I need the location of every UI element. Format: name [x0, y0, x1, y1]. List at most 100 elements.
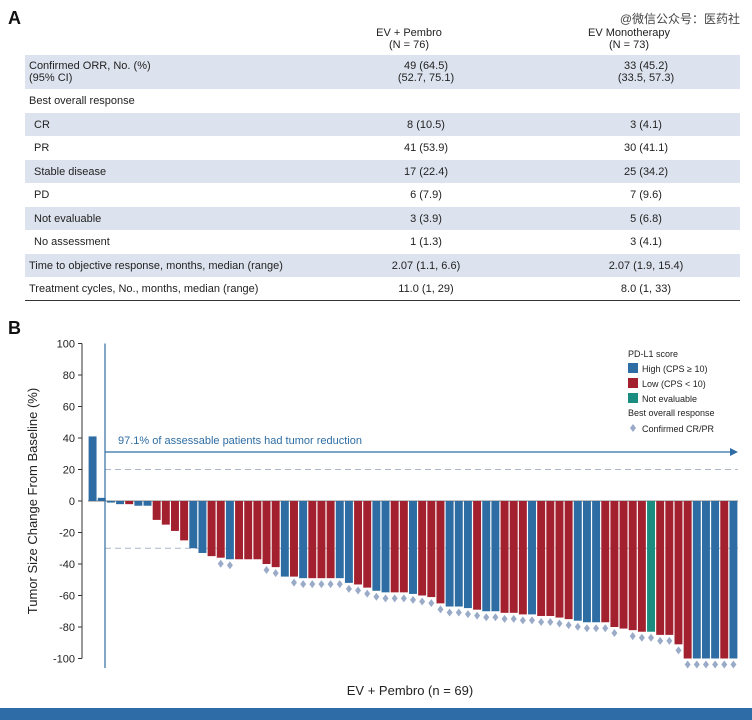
crpr-marker [373, 592, 380, 601]
crpr-marker [437, 605, 444, 614]
legend-swatch [628, 393, 638, 403]
row-label: Not evaluable [34, 212, 102, 225]
bar [235, 501, 244, 560]
crpr-marker [501, 614, 508, 623]
bar [335, 501, 344, 579]
bar [372, 501, 381, 591]
bar [170, 501, 179, 531]
table-row: PD 6 (7.9) 7 (9.6) [25, 183, 740, 207]
y-axis-title: Tumor Size Change From Baseline (%) [25, 388, 40, 614]
bar [628, 501, 637, 631]
bar [253, 501, 262, 560]
bar [116, 501, 125, 505]
crpr-marker [574, 622, 581, 631]
cell-ev-mono: 7 (9.6) [630, 189, 662, 201]
row-label: Treatment cycles, No., months, median (r… [29, 283, 259, 295]
crpr-marker [638, 633, 645, 642]
cell-ev-mono: 8.0 (1, 33) [620, 283, 672, 295]
bar [518, 501, 527, 615]
cell-ev-pembro: 49 (64.5) (52.7, 75.1) [341, 60, 511, 84]
crpr-marker [355, 586, 362, 595]
legend-title: PD-L1 score [628, 349, 678, 359]
crpr-marker [519, 616, 526, 625]
column-n: (N = 73) [608, 39, 650, 51]
crpr-marker [712, 660, 719, 669]
legend-label: Low (CPS < 10) [642, 379, 706, 389]
bar [344, 501, 353, 583]
crpr-marker [336, 580, 343, 589]
crpr-marker [446, 608, 453, 617]
crpr-marker [474, 611, 481, 620]
crpr-marker [428, 599, 435, 608]
legend-title-response: Best overall response [628, 408, 715, 418]
bar [656, 501, 665, 635]
crpr-marker [602, 624, 609, 633]
column-header-ev-mono: EV Monotherapy (N = 73) [544, 27, 714, 51]
bar [482, 501, 491, 612]
legend-swatch [628, 363, 638, 373]
response-table: Confirmed ORR, No. (%) (95% CI) 49 (64.5)(… [25, 55, 740, 301]
cell-ev-pembro: 1 (1.3) [410, 236, 442, 248]
crpr-marker [611, 629, 618, 637]
bar [500, 501, 509, 613]
y-tick-label: 20 [63, 465, 75, 477]
bar [436, 501, 445, 604]
bar [354, 501, 363, 585]
bar [409, 501, 417, 594]
table-row: Stable disease 17 (22.4) 25 (34.2) [25, 159, 740, 183]
cell-line: (52.7, 75.1) [397, 72, 455, 84]
bar [637, 501, 646, 632]
row-label: Best overall response [29, 95, 135, 107]
cell-ev-mono: 30 (41.1) [623, 142, 669, 154]
cell-ev-pembro: 6 (7.9) [410, 189, 442, 201]
crpr-marker [309, 580, 316, 589]
crpr-marker [648, 633, 655, 642]
bar [216, 501, 225, 558]
cell-ev-mono: 3 (4.1) [630, 118, 662, 131]
bar [463, 501, 472, 609]
bar [262, 501, 271, 564]
table-row: Not evaluable 3 (3.9) 5 (6.8) [25, 206, 740, 230]
crpr-marker [721, 660, 728, 669]
table-row: PR 41 (53.9) 30 (41.1) [25, 136, 740, 160]
row-label: PD [34, 189, 50, 201]
bar [729, 501, 738, 659]
bar [491, 501, 500, 612]
crpr-marker [263, 566, 270, 574]
crpr-marker [272, 569, 279, 578]
crpr-marker [629, 632, 636, 641]
crpr-marker [345, 584, 352, 593]
table-row: No assessment 1 (1.3) 3 (4.1) [25, 230, 740, 254]
y-tick-label: -100 [53, 654, 75, 666]
cell-ev-pembro: 2.07 (1.1, 6.6) [391, 259, 461, 272]
bar [381, 501, 390, 593]
cell-ev-pembro: 41 (53.9) [403, 142, 449, 154]
crpr-marker [657, 636, 664, 645]
bar [189, 501, 198, 549]
cell-line: 49 (64.5) [403, 60, 449, 72]
bar [619, 501, 628, 629]
waterfall-chart: 100 80 60 40 20 0 -20 -40 -60 -80 -100 Tumor Size C… [25, 339, 738, 698]
crpr-marker [300, 580, 307, 589]
row-label: Confirmed ORR, No. (%) (95% CI) [29, 60, 151, 84]
bar [308, 501, 317, 579]
bar [271, 501, 280, 568]
bar [610, 501, 619, 627]
column-name: EV + Pembro [376, 27, 442, 39]
table-row: Treatment cycles, No., months, median (r… [25, 277, 740, 301]
y-tick-label: -20 [59, 528, 75, 540]
bar [445, 501, 454, 607]
annotation-text: 97.1% of assessable patients had tumor r… [118, 435, 362, 447]
crpr-marker [556, 619, 563, 628]
row-label: Time to objective response, months, medi… [29, 259, 283, 272]
crpr-marker [684, 660, 691, 669]
bar [555, 501, 564, 618]
bar [582, 501, 591, 623]
bar [180, 501, 189, 541]
crpr-marker [702, 660, 709, 669]
crpr-marker [364, 589, 371, 598]
bar [674, 501, 683, 645]
y-tick-label: 0 [69, 496, 75, 508]
table-row: Time to objective response, months, medi… [25, 253, 740, 277]
row-label-line: (95% CI) [29, 72, 73, 84]
